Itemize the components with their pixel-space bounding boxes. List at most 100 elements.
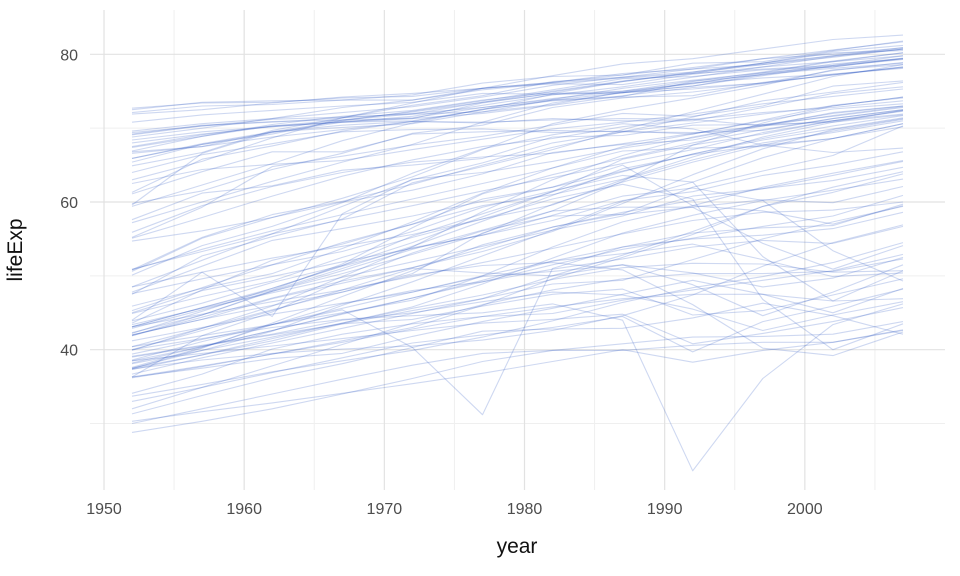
series-line-pakistan: [131, 160, 904, 326]
series-line-india: [131, 166, 904, 370]
series-line-morocco: [131, 118, 904, 329]
series-line-south-africa: [131, 187, 904, 314]
series-line-venezuela: [131, 100, 904, 239]
series-line-liberia: [131, 307, 904, 362]
series-line-spain: [131, 47, 904, 167]
series-line-austria: [131, 55, 904, 153]
series-line-guatemala: [131, 125, 904, 336]
series-line-japan: [131, 34, 904, 181]
series-line-nepal: [131, 173, 904, 379]
series-line-egypt: [131, 118, 904, 337]
series-line-ethiopia: [131, 253, 904, 394]
series-line-ireland: [131, 61, 904, 152]
series-line-new-zealand: [131, 52, 904, 134]
series-line-peru: [131, 117, 904, 322]
series-line-iceland: [131, 40, 904, 111]
series-line-thailand: [131, 123, 904, 271]
series-line-sudan: [131, 211, 904, 361]
series-line-lebanon: [131, 113, 904, 233]
series-line-cameroon: [131, 243, 904, 362]
series-line-mozambique: [131, 302, 904, 415]
series-line-benin: [131, 225, 904, 364]
series-line-romania: [131, 109, 904, 195]
series-line-netherlands: [131, 55, 904, 114]
x-tick-label: 1970: [367, 501, 403, 518]
series-line-argentina: [131, 88, 904, 185]
series-line-israel: [131, 48, 904, 163]
series-line-korea-dem-rep-: [131, 123, 904, 276]
axis-layer: 1950 1960 1970 1980 1990 2000 40 60 80: [60, 47, 823, 518]
x-tick-label: 1960: [226, 501, 262, 518]
series-line-china: [131, 105, 904, 321]
x-tick-label: 1950: [86, 501, 122, 518]
series-line-jordan: [131, 109, 904, 328]
series-line-philippines: [131, 115, 904, 293]
series-line-somalia: [131, 288, 904, 402]
series-line-ghana: [131, 201, 904, 328]
x-axis-title: year: [497, 535, 538, 558]
series-line-portugal: [131, 67, 904, 205]
series-line-burkina-faso: [131, 258, 904, 410]
series-line-madagascar: [131, 205, 904, 375]
series-line-indonesia: [131, 123, 904, 369]
series-line-rwanda: [131, 303, 904, 472]
series-line-korea-rep-: [131, 64, 904, 295]
series-line-hungary: [131, 103, 904, 174]
series-line-senegal: [131, 178, 904, 371]
x-tick-label: 1980: [507, 501, 543, 518]
series-line-germany: [131, 58, 904, 148]
series-line-denmark: [131, 66, 904, 123]
x-tick-label: 2000: [787, 501, 823, 518]
series-line-chile: [131, 64, 904, 242]
series-line-greece: [131, 57, 904, 159]
series-line-tanzania: [131, 256, 904, 342]
series-line-mali: [131, 242, 904, 397]
series-line-uganda: [131, 264, 904, 351]
series-line-norway: [131, 52, 904, 109]
series-line-saudi-arabia: [131, 106, 904, 351]
series-line-algeria: [131, 110, 904, 328]
series-line-turkey: [131, 114, 904, 324]
y-tick-label: 40: [60, 343, 78, 360]
series-line-mongolia: [131, 151, 904, 334]
series-line-botswana: [131, 174, 904, 302]
series-line-bulgaria: [131, 105, 904, 206]
series-line-canada: [131, 48, 904, 138]
series-line-italy: [131, 50, 904, 159]
series-line-haiti: [131, 194, 904, 368]
series-line-poland: [131, 86, 904, 193]
series-line-sweden: [131, 47, 904, 115]
series-line-malawi: [131, 279, 904, 378]
series-line-iraq: [131, 164, 904, 312]
y-tick-label: 60: [60, 195, 78, 212]
series-line-burundi: [131, 278, 904, 358]
series-line-costa-rica: [131, 62, 904, 224]
series-line-united-states: [131, 67, 904, 141]
grid-layer: [90, 10, 945, 490]
series-line-malaysia: [131, 96, 904, 288]
series-line-colombia: [131, 106, 904, 272]
series-line-finland: [131, 58, 904, 154]
series-line-honduras: [131, 126, 904, 337]
series-line-myanmar: [131, 185, 904, 378]
series-line-chad: [131, 262, 904, 365]
series-line-angola: [131, 329, 904, 425]
series-line-congo-dem-rep-: [131, 291, 904, 357]
y-axis-title: lifeExp: [4, 218, 27, 281]
series-line-cuba: [131, 66, 904, 207]
series-line-kenya: [131, 206, 904, 334]
series-line-albania: [131, 80, 904, 238]
series-line-sierra-leone: [131, 329, 904, 422]
series-line-afghanistan: [131, 321, 904, 433]
series-line-australia: [131, 44, 904, 136]
series-line-zimbabwe: [131, 183, 904, 351]
series-layer: [131, 34, 904, 472]
series-line-cambodia: [131, 203, 904, 416]
series-line-niger: [131, 224, 904, 370]
series-line-switzerland: [131, 41, 904, 132]
series-line-iran: [131, 120, 904, 315]
series-line-syria: [131, 97, 904, 307]
y-tick-label: 80: [60, 47, 78, 64]
